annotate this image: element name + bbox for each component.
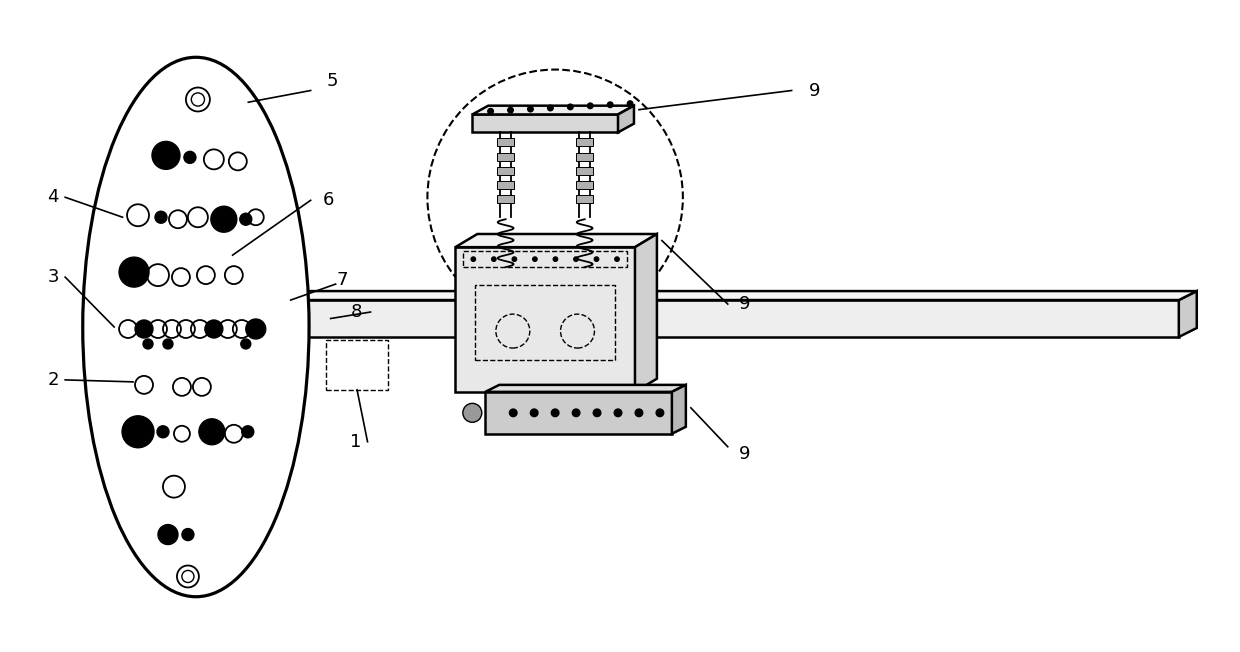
- Circle shape: [588, 103, 593, 109]
- Polygon shape: [635, 234, 657, 392]
- Ellipse shape: [83, 57, 309, 597]
- Text: 8: 8: [351, 303, 362, 321]
- Text: 7: 7: [337, 271, 348, 289]
- Circle shape: [211, 206, 237, 232]
- Circle shape: [184, 151, 196, 164]
- Text: 9: 9: [739, 445, 750, 463]
- Bar: [464, 251, 627, 267]
- Polygon shape: [672, 385, 686, 434]
- Bar: [497, 153, 515, 160]
- Circle shape: [155, 211, 167, 223]
- Circle shape: [614, 409, 621, 417]
- Bar: [575, 153, 594, 160]
- Text: 1: 1: [350, 433, 361, 451]
- Circle shape: [242, 426, 254, 437]
- Circle shape: [568, 104, 573, 110]
- Bar: [575, 196, 594, 203]
- Polygon shape: [1179, 291, 1197, 337]
- Circle shape: [615, 257, 619, 261]
- Polygon shape: [472, 106, 634, 115]
- Circle shape: [143, 339, 153, 349]
- Bar: [455, 247, 635, 392]
- Circle shape: [510, 409, 517, 417]
- Circle shape: [594, 257, 599, 261]
- Circle shape: [487, 108, 494, 114]
- Text: 9: 9: [739, 295, 750, 313]
- Text: 2: 2: [47, 371, 60, 389]
- Bar: [575, 138, 594, 147]
- Text: 9: 9: [808, 82, 821, 100]
- Circle shape: [635, 409, 642, 417]
- Circle shape: [656, 409, 663, 417]
- Circle shape: [122, 416, 154, 448]
- Bar: [280, 300, 1179, 337]
- Circle shape: [205, 320, 223, 338]
- Circle shape: [162, 339, 172, 349]
- Circle shape: [528, 106, 533, 112]
- Bar: [497, 196, 515, 203]
- Circle shape: [157, 525, 179, 544]
- Circle shape: [153, 141, 180, 170]
- Circle shape: [512, 257, 517, 261]
- Circle shape: [239, 213, 252, 225]
- Circle shape: [627, 101, 632, 106]
- Circle shape: [593, 409, 601, 417]
- Circle shape: [531, 409, 538, 417]
- Circle shape: [463, 404, 482, 422]
- Circle shape: [553, 257, 558, 261]
- Circle shape: [573, 409, 580, 417]
- Circle shape: [548, 105, 553, 111]
- Bar: [497, 167, 515, 175]
- Polygon shape: [485, 385, 686, 392]
- Bar: [475, 285, 615, 360]
- Circle shape: [471, 257, 475, 261]
- Circle shape: [552, 409, 559, 417]
- Bar: [485, 392, 672, 434]
- Circle shape: [507, 108, 513, 113]
- Text: 3: 3: [47, 268, 60, 286]
- Circle shape: [246, 319, 265, 339]
- Bar: [497, 138, 515, 147]
- Circle shape: [491, 257, 496, 261]
- Bar: [472, 115, 618, 132]
- Circle shape: [157, 426, 169, 437]
- Polygon shape: [455, 234, 657, 247]
- Circle shape: [135, 320, 153, 338]
- Circle shape: [574, 257, 578, 261]
- Bar: [326, 340, 388, 390]
- Circle shape: [198, 419, 224, 445]
- Circle shape: [533, 257, 537, 261]
- Polygon shape: [280, 291, 1197, 300]
- Text: 4: 4: [47, 188, 60, 206]
- Circle shape: [241, 339, 250, 349]
- Bar: [497, 181, 515, 189]
- Circle shape: [608, 102, 613, 108]
- Text: 5: 5: [327, 72, 339, 89]
- Circle shape: [182, 529, 193, 541]
- Circle shape: [119, 257, 149, 287]
- Text: 6: 6: [322, 191, 335, 209]
- Bar: [575, 167, 594, 175]
- Bar: [575, 181, 594, 189]
- Polygon shape: [618, 106, 634, 132]
